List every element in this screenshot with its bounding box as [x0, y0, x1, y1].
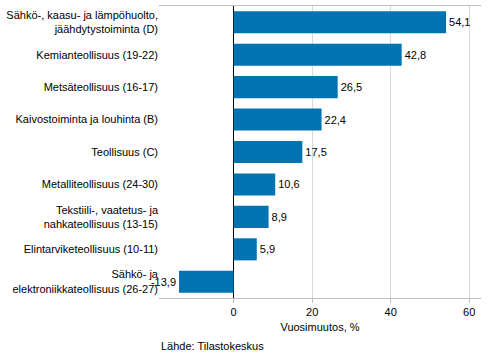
svg-text:Teollisuus (C): Teollisuus (C) [91, 146, 158, 158]
svg-text:20: 20 [306, 306, 318, 318]
svg-text:54,1: 54,1 [449, 16, 470, 28]
svg-text:8,9: 8,9 [272, 211, 287, 223]
svg-text:42,8: 42,8 [405, 49, 426, 61]
svg-text:Tekstiili-, vaatetus- janahkat: Tekstiili-, vaatetus- janahkateollisuus … [44, 204, 159, 230]
svg-text:0: 0 [231, 306, 237, 318]
svg-text:60: 60 [463, 306, 475, 318]
svg-text:Elintarviketeollisuus (10-11): Elintarviketeollisuus (10-11) [24, 243, 158, 255]
svg-text:10,6: 10,6 [278, 178, 299, 190]
svg-text:Sähkö-, kaasu- ja lämpöhuolto,: Sähkö-, kaasu- ja lämpöhuolto,jäähdytyst… [6, 9, 158, 35]
svg-text:Vuosimuutos, %: Vuosimuutos, % [280, 321, 359, 333]
svg-text:Metsäteollisuus (16-17): Metsäteollisuus (16-17) [44, 81, 158, 93]
svg-text:17,5: 17,5 [305, 146, 326, 158]
svg-text:Lähde: Tilastokeskus: Lähde: Tilastokeskus [161, 340, 264, 352]
svg-text:Sähkö- jaelektroniikkateollisu: Sähkö- jaelektroniikkateollisuus (26-27) [12, 268, 158, 294]
svg-text:5,9: 5,9 [260, 243, 275, 255]
svg-text:-13,9: -13,9 [151, 276, 176, 288]
svg-text:22,4: 22,4 [325, 114, 346, 126]
svg-text:40: 40 [385, 306, 397, 318]
svg-text:26,5: 26,5 [341, 81, 362, 93]
svg-text:Kemianteollisuus (19-22): Kemianteollisuus (19-22) [36, 49, 158, 61]
svg-text:Kaivostoiminta ja louhinta (B): Kaivostoiminta ja louhinta (B) [16, 113, 158, 125]
svg-text:Metalliteollisuus (24-30): Metalliteollisuus (24-30) [42, 178, 158, 190]
